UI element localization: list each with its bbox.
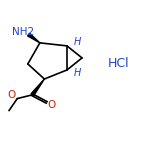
Text: NH2: NH2 xyxy=(12,27,34,37)
Text: HCl: HCl xyxy=(107,57,129,70)
Text: H: H xyxy=(74,68,81,78)
Polygon shape xyxy=(31,79,44,96)
Text: O: O xyxy=(8,90,16,100)
Text: H: H xyxy=(74,37,81,47)
Text: O: O xyxy=(47,100,55,110)
Polygon shape xyxy=(28,33,40,43)
